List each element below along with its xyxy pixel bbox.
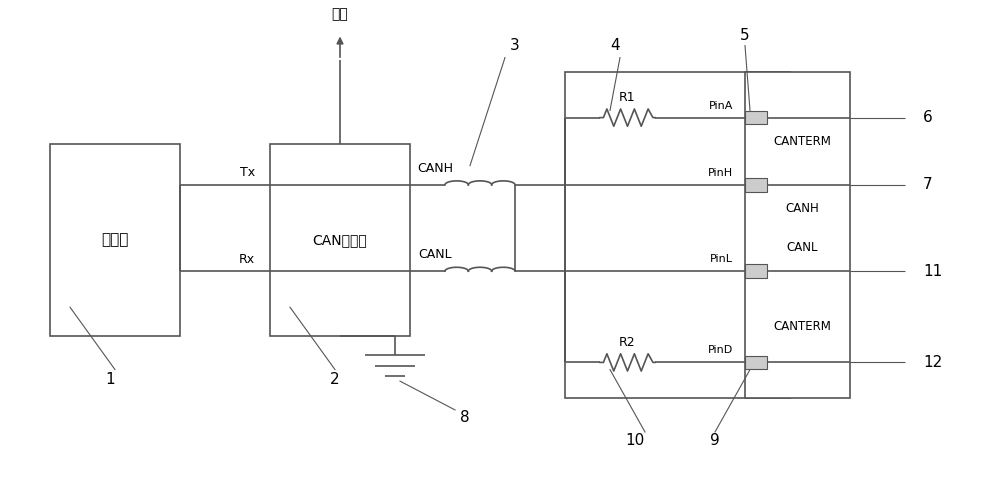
Text: Tx: Tx: [240, 166, 255, 180]
Text: 9: 9: [710, 433, 720, 448]
Text: 电源: 电源: [332, 7, 348, 22]
Text: 5: 5: [740, 28, 750, 44]
Text: R1: R1: [619, 91, 636, 104]
Bar: [745, 356, 767, 369]
Bar: [270, 144, 410, 336]
Bar: [745, 72, 850, 398]
Text: 3: 3: [510, 38, 520, 53]
Text: 6: 6: [923, 110, 933, 125]
Text: CANL: CANL: [418, 248, 452, 261]
Text: PinA: PinA: [709, 101, 733, 110]
Text: 7: 7: [923, 177, 933, 192]
Text: CANTERM: CANTERM: [774, 320, 831, 333]
Text: 2: 2: [330, 372, 340, 387]
Bar: [565, 72, 790, 398]
Text: CANL: CANL: [787, 240, 818, 254]
Text: 11: 11: [923, 264, 942, 279]
Text: Rx: Rx: [239, 252, 255, 266]
Text: R2: R2: [619, 336, 636, 349]
Text: CAN收发器: CAN收发器: [313, 233, 367, 247]
Text: CANH: CANH: [786, 202, 819, 216]
Text: PinL: PinL: [710, 254, 733, 264]
Bar: [745, 178, 767, 192]
Text: PinH: PinH: [708, 168, 733, 178]
Bar: [745, 111, 767, 124]
Text: 1: 1: [105, 372, 115, 387]
Bar: [745, 264, 767, 278]
Text: CANH: CANH: [417, 161, 453, 175]
Text: 4: 4: [610, 38, 620, 53]
Text: CANTERM: CANTERM: [774, 135, 831, 148]
Text: PinD: PinD: [708, 346, 733, 355]
Bar: [50, 144, 180, 336]
Text: 12: 12: [923, 355, 942, 370]
Text: 8: 8: [460, 409, 470, 425]
Text: 10: 10: [625, 433, 645, 448]
Text: 处理器: 处理器: [101, 232, 129, 248]
